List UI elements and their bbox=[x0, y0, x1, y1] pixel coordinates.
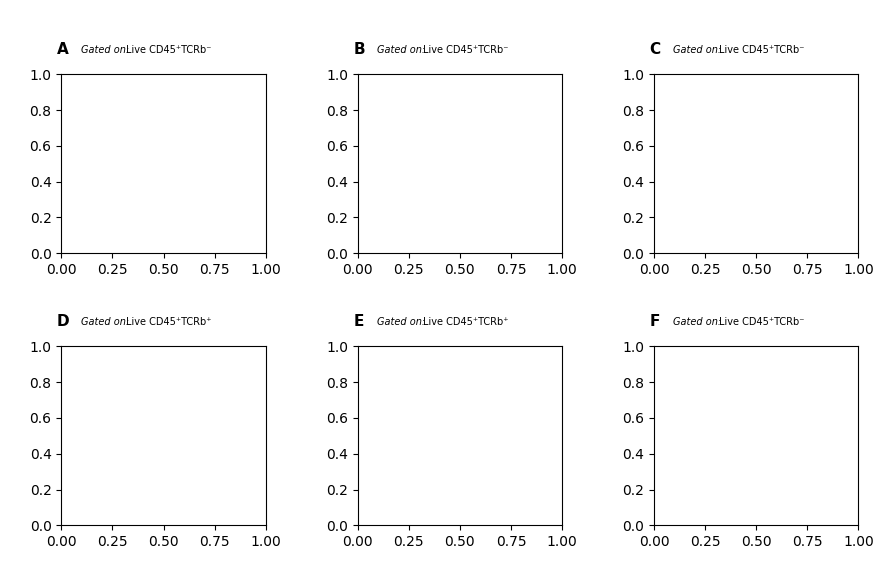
Text: E: E bbox=[353, 314, 364, 329]
Text: Gated on:: Gated on: bbox=[377, 317, 425, 328]
Text: Gated on:: Gated on: bbox=[81, 45, 129, 55]
Text: Gated on:: Gated on: bbox=[674, 317, 722, 328]
Text: Live CD45⁺TCRb⁺: Live CD45⁺TCRb⁺ bbox=[422, 317, 508, 328]
Text: Live CD45⁺TCRb⁺: Live CD45⁺TCRb⁺ bbox=[126, 317, 212, 328]
Text: Live CD45⁺TCRb⁻: Live CD45⁺TCRb⁻ bbox=[422, 45, 508, 55]
Text: C: C bbox=[650, 42, 661, 57]
Text: D: D bbox=[57, 314, 69, 329]
Text: Gated on:: Gated on: bbox=[674, 45, 722, 55]
Text: Live CD45⁺TCRb⁻: Live CD45⁺TCRb⁻ bbox=[719, 45, 804, 55]
Text: Live CD45⁺TCRb⁻: Live CD45⁺TCRb⁻ bbox=[719, 317, 804, 328]
Text: F: F bbox=[650, 314, 661, 329]
Text: B: B bbox=[353, 42, 365, 57]
Text: A: A bbox=[57, 42, 68, 57]
Text: Gated on:: Gated on: bbox=[377, 45, 425, 55]
Text: Gated on:: Gated on: bbox=[81, 317, 129, 328]
Text: Live CD45⁺TCRb⁻: Live CD45⁺TCRb⁻ bbox=[126, 45, 211, 55]
